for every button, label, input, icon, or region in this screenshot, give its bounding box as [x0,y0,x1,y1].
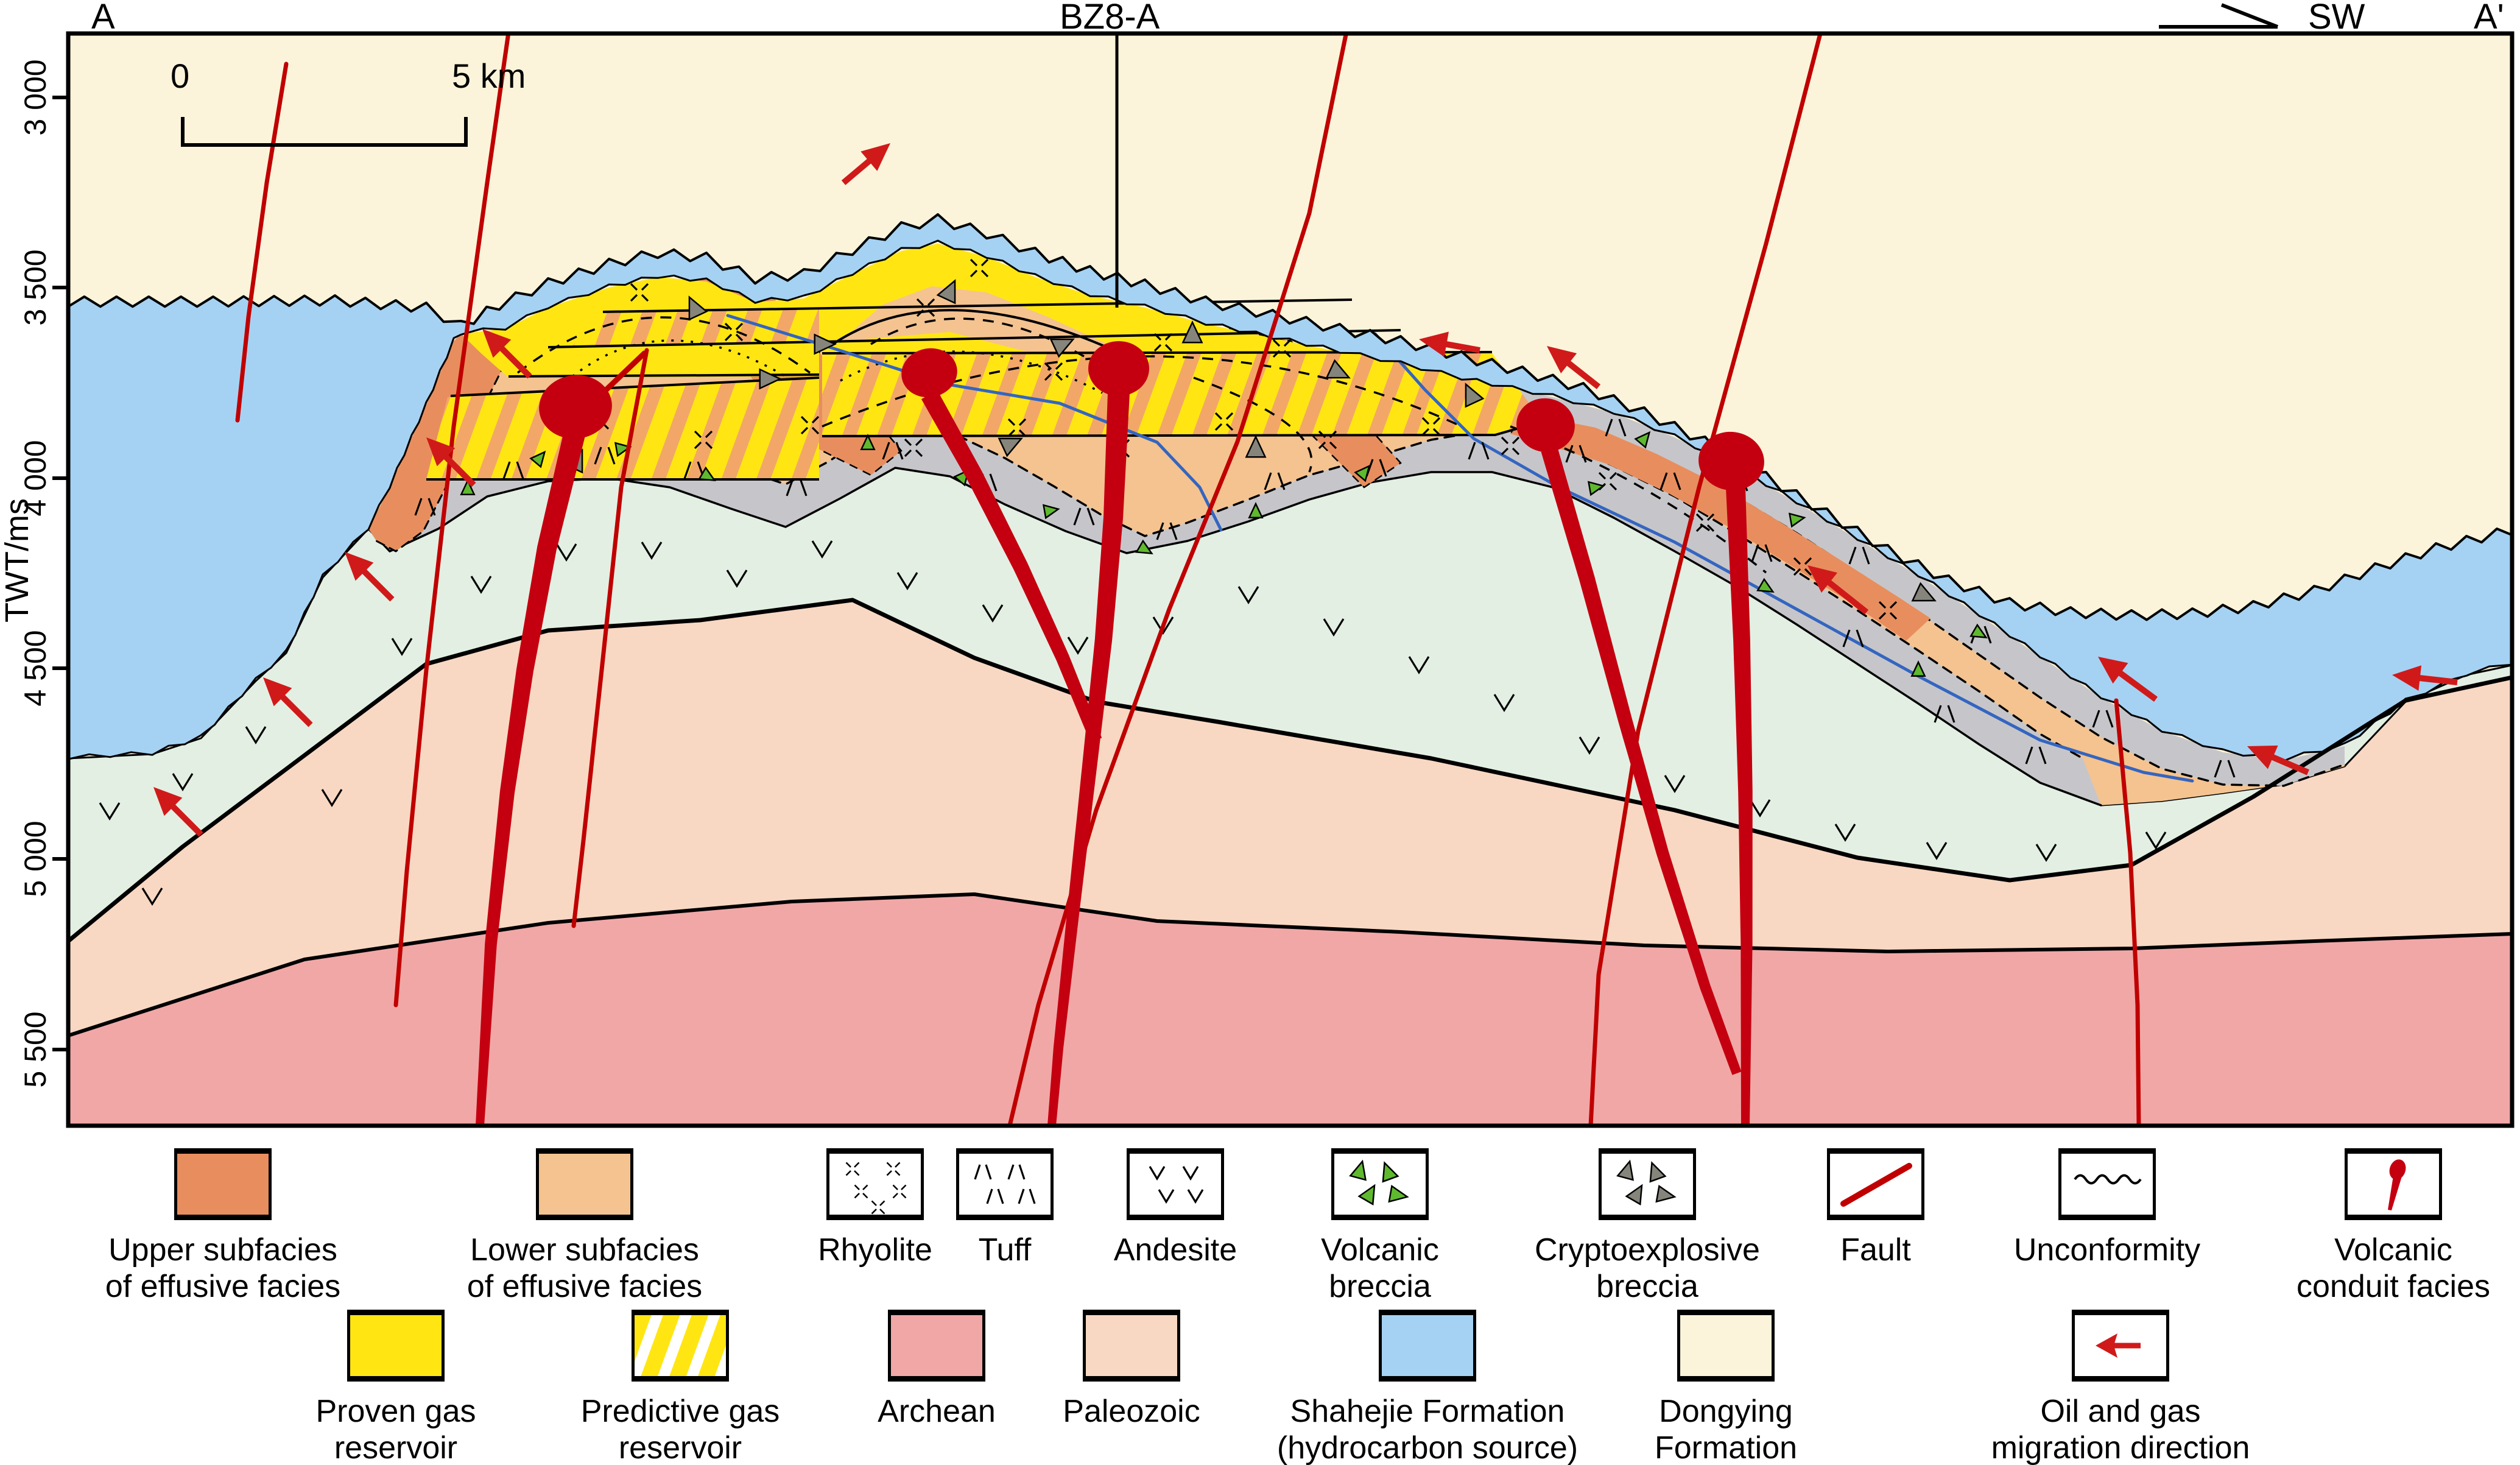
fault-label: Fault [1840,1232,1911,1268]
volcanic-conduit-facies-swatch [2345,1148,2442,1220]
fault-lines [235,34,2141,1126]
unconformity-label: Unconformity [2013,1232,2201,1268]
y-axis-tick-5000: 5 000 [18,821,52,897]
tuff-swatch [956,1148,1054,1220]
scalebar-end-label: 5 km [452,57,526,95]
direction-arrow-icon [2159,3,2279,29]
section-end-label: A' [2474,0,2504,37]
upper-subfacies-swatch [174,1148,272,1220]
fault-swatch [1827,1148,1924,1220]
predictive-gas-reservoir-swatch [632,1310,729,1382]
archean-label: Archean [878,1394,996,1429]
proven-gas-reservoir-label: Proven gas reservoir [315,1394,476,1465]
scalebar-zero-label: 0 [171,57,190,95]
dongying-formation-swatch [1677,1310,1775,1382]
dongying-formation-label: Dongying Formation [1654,1394,1798,1465]
shahejie-formation-swatch [1379,1310,1476,1382]
cryptoexplosive-breccia-swatch [1599,1148,1696,1220]
oil-gas-migration-swatch [2072,1310,2169,1382]
archean-swatch [888,1310,985,1382]
y-axis-tick-4000: 4 000 [18,440,52,517]
well-label: BZ8-A [1060,0,1160,37]
y-axis-tick-4500: 4 500 [18,630,52,707]
volcanic-breccia-label: Volcanic breccia [1321,1232,1439,1304]
section-start-label: A [91,0,115,37]
rhyolite-label: Rhyolite [818,1232,932,1268]
andesite-swatch [1127,1148,1224,1220]
volcanic-breccia-swatch [1331,1148,1429,1220]
cryptoexplosive-breccia-label: Cryptoexplosive breccia [1535,1232,1760,1304]
paleozoic-label: Paleozoic [1063,1394,1200,1429]
upper-subfacies-label: Upper subfacies of effusive facies [105,1232,341,1304]
volcanic-conduit-facies-label: Volcanic conduit facies [2297,1232,2490,1304]
volcanic-conduits [476,341,1764,1126]
y-axis-tick-3000: 3 000 [18,59,52,136]
y-axis-tick-3500: 3 500 [18,249,52,326]
rhyolite-swatch [826,1148,924,1220]
unconformity-swatch [2058,1148,2156,1220]
oil-gas-migration-label: Oil and gas migration direction [1991,1394,2250,1465]
paleozoic-swatch [1083,1310,1180,1382]
scale-bar [181,117,468,147]
lower-subfacies-label: Lower subfacies of effusive facies [466,1232,703,1304]
y-axis-tick-5500: 5 500 [18,1011,52,1088]
direction-label: SW [2308,0,2365,37]
lower-subfacies-swatch [536,1148,633,1220]
andesite-label: Andesite [1113,1232,1237,1268]
tuff-label: Tuff [978,1232,1032,1268]
proven-gas-reservoir-swatch [347,1310,445,1382]
predictive-gas-reservoir-label: Predictive gas reservoir [580,1394,780,1465]
shahejie-formation-label: Shahejie Formation (hydrocarbon source) [1276,1394,1579,1465]
migration-arrows [153,143,2458,837]
